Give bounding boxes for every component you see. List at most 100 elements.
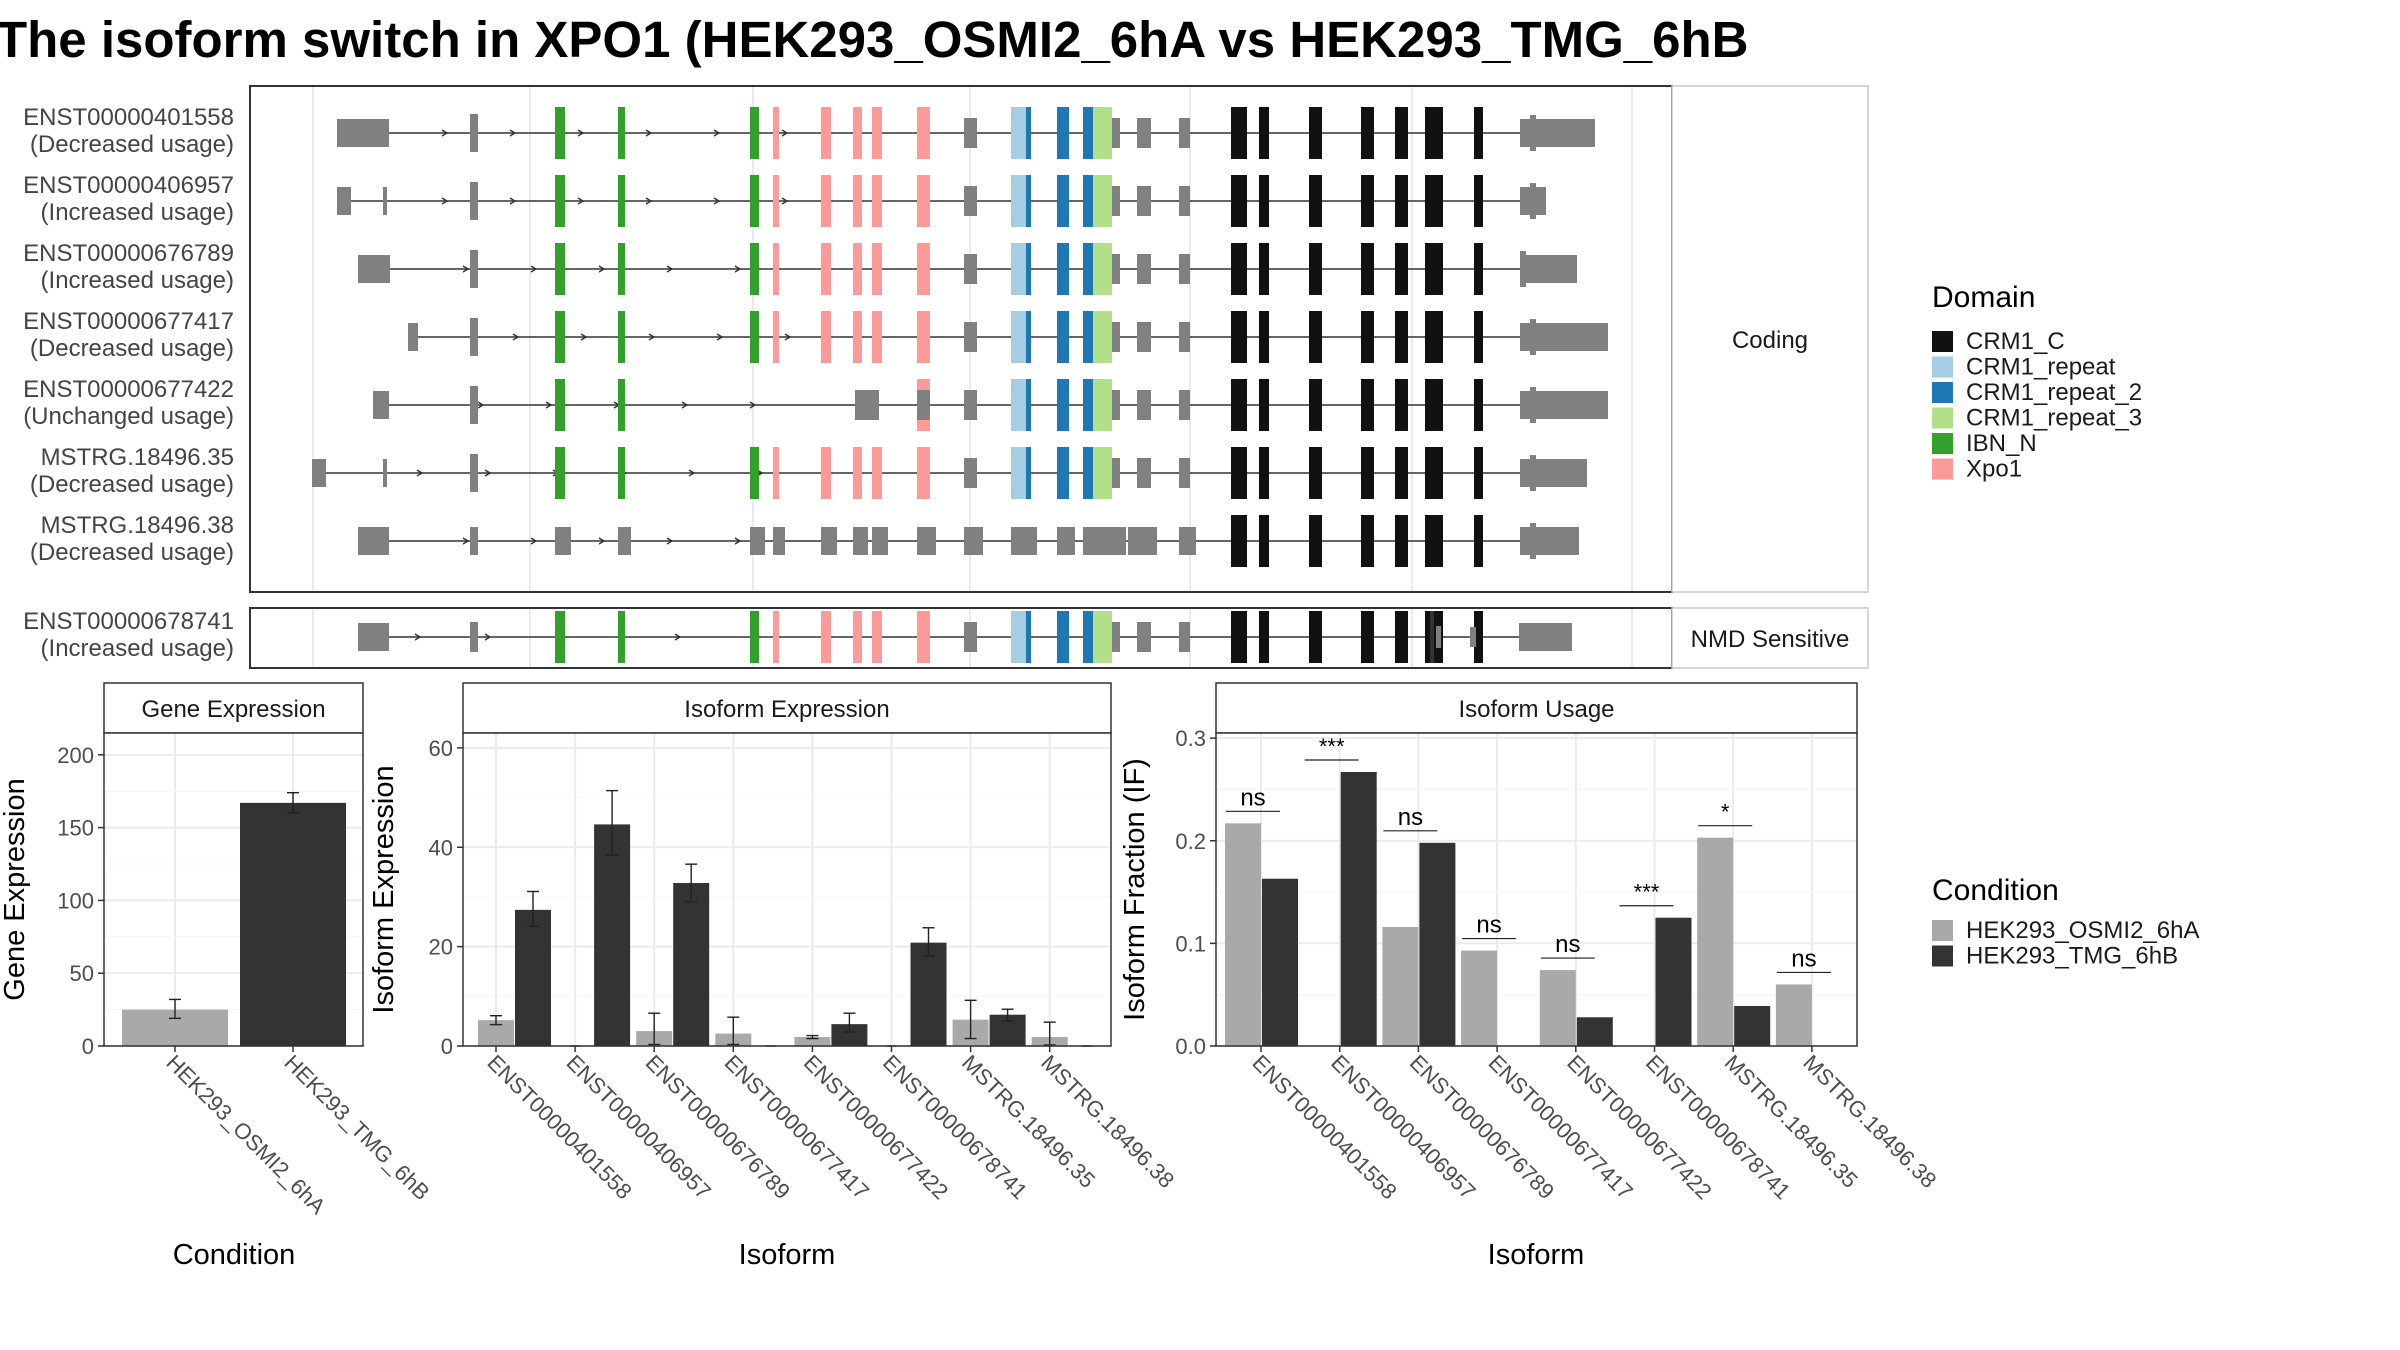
intron-arrow: [484, 469, 492, 477]
x-tick-label: ENST00000678741: [1641, 1050, 1795, 1204]
coding-exon: [1309, 447, 1322, 499]
intron-arrow: [545, 401, 553, 409]
transcript-usage-label: (Increased usage): [41, 199, 234, 226]
coding-exon: [964, 458, 977, 488]
y-tick-label: 20: [429, 935, 453, 960]
cds-end: [1430, 611, 1434, 663]
intron-arrow: [530, 537, 538, 545]
transcript-id-label: ENST00000677422: [23, 376, 234, 403]
coding-exon: [1179, 118, 1190, 148]
coding-exon: [1179, 622, 1190, 652]
significance-label: *: [1721, 800, 1730, 825]
coding-exon: [618, 611, 625, 663]
coding-exon: [1057, 311, 1069, 363]
coding-exon: [1259, 379, 1269, 431]
legend-swatch: [1932, 407, 1953, 429]
coding-exon: [872, 527, 888, 555]
coding-exon: [1309, 311, 1322, 363]
coding-exon: [1361, 611, 1374, 663]
coding-exon: [555, 447, 565, 499]
utr-exon: [358, 255, 390, 283]
x-axis-title: Isoform: [739, 1239, 836, 1271]
intron-arrow: [674, 633, 682, 641]
intron-arrow: [784, 333, 792, 341]
coding-exon: [917, 527, 936, 555]
coding-exon: [470, 527, 478, 555]
coding-exon: [1057, 175, 1069, 227]
coding-exon: [555, 243, 565, 295]
coding-exon: [618, 311, 625, 363]
coding-exon: [1309, 107, 1322, 159]
bar: [1697, 837, 1734, 1046]
y-tick-label: 50: [70, 961, 94, 986]
intron-arrow: [781, 129, 789, 137]
coding-exon: [1231, 243, 1247, 295]
coding-exon: [1112, 254, 1120, 284]
bar: [1340, 771, 1377, 1046]
x-tick-label: ENST00000677422: [799, 1050, 953, 1204]
coding-exon: [1137, 254, 1151, 284]
panel-title: Gene Expression: [141, 696, 325, 723]
y-tick-label: 0.1: [1175, 931, 1206, 956]
coding-exon: [1112, 458, 1120, 488]
coding-exon: [1057, 379, 1069, 431]
utr-exon: [1520, 391, 1608, 419]
x-tick-label: ENST00000676789: [641, 1050, 795, 1204]
transcript-usage-label: (Unchanged usage): [23, 403, 234, 430]
coding-exon: [1395, 311, 1408, 363]
intron-arrow: [598, 265, 606, 273]
bar: [1734, 1005, 1771, 1046]
bar: [1576, 1017, 1613, 1046]
utr-exon: [358, 527, 389, 555]
bar: [1775, 984, 1812, 1046]
coding-exon: [1137, 622, 1151, 652]
utr-exon: [1520, 119, 1595, 147]
coding-exon: [1011, 311, 1026, 363]
coding-exon: [1395, 243, 1408, 295]
coding-exon: [1179, 254, 1190, 284]
legend-label: CRM1_repeat_2: [1966, 379, 2142, 406]
coding-exon: [470, 386, 478, 424]
coding-exon: [872, 107, 882, 159]
coding-exon: [964, 390, 977, 420]
y-tick-label: 0.3: [1175, 726, 1206, 751]
coding-exon: [618, 527, 631, 555]
legend-label: HEK293_TMG_6hB: [1966, 943, 2178, 970]
coding-exon: [555, 107, 565, 159]
coding-exon: [1093, 107, 1101, 159]
coding-exon: [1011, 107, 1026, 159]
intron-arrow: [512, 333, 520, 341]
coding-exon: [618, 107, 625, 159]
coding-exon: [1137, 322, 1151, 352]
utr-exon: [1520, 323, 1608, 351]
coding-exon: [821, 243, 831, 295]
coding-exon: [1101, 175, 1112, 227]
x-tick-label: ENST00000677417: [720, 1050, 874, 1204]
intron-arrow: [509, 129, 517, 137]
utr-exon: [383, 459, 387, 487]
panel-title: Isoform Expression: [684, 696, 889, 723]
coding-exon: [1112, 186, 1120, 216]
coding-exon: [1309, 515, 1322, 567]
coding-exon: [964, 118, 977, 148]
coding-exon: [872, 243, 882, 295]
coding-exon: [1112, 390, 1120, 420]
coding-exon: [1101, 107, 1112, 159]
x-tick-label: ENST00000401558: [1247, 1050, 1401, 1204]
coding-exon: [855, 390, 879, 420]
coding-exon: [1395, 107, 1408, 159]
coding-exon: [1259, 107, 1269, 159]
coding-exon: [618, 175, 625, 227]
coding-exon: [1231, 107, 1247, 159]
structure-strip-label: NMD Sensitive: [1691, 626, 1850, 653]
utr-exon: [373, 391, 389, 419]
y-tick-label: 200: [57, 743, 94, 768]
structure-strip: [1671, 607, 1869, 669]
coding-exon: [1425, 175, 1443, 227]
utr-exon: [337, 187, 351, 215]
intron-arrow: [577, 129, 585, 137]
coding-exon: [470, 318, 478, 356]
coding-exon: [917, 107, 930, 159]
coding-exon: [618, 447, 625, 499]
